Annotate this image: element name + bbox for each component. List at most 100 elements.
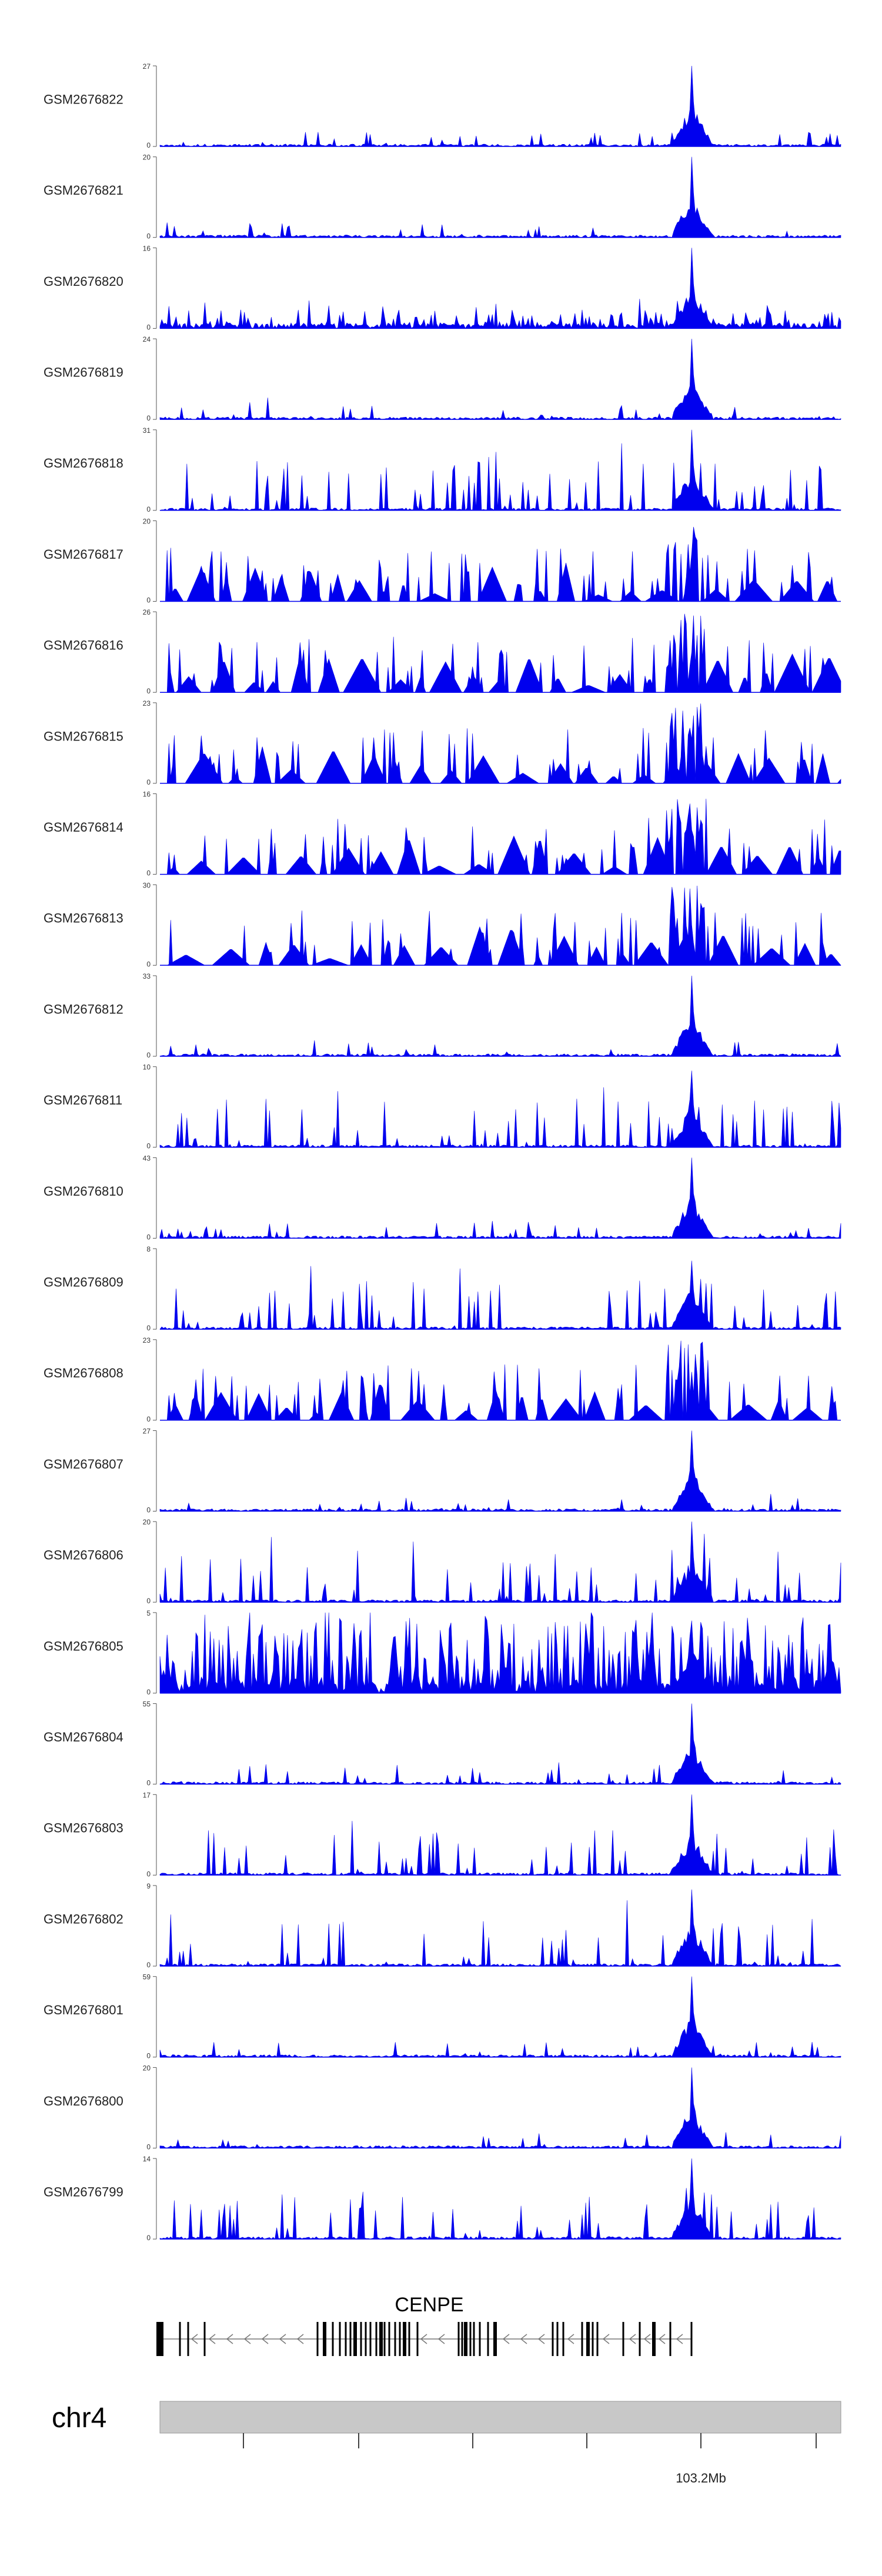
track-ymin-label: 0 bbox=[146, 1506, 151, 1514]
signal-tracks: GSM2676822270GSM2676821200GSM2676820160G… bbox=[44, 62, 841, 2242]
track-ymin-label: 0 bbox=[146, 2052, 151, 2060]
gene-exon bbox=[622, 2322, 624, 2356]
track-ymin-label: 0 bbox=[146, 869, 151, 877]
signal-area bbox=[159, 2158, 841, 2240]
gene-exon bbox=[690, 2322, 693, 2356]
gene-exon bbox=[383, 2322, 386, 2356]
gene-exon bbox=[408, 2322, 410, 2356]
track-ymax-label: 23 bbox=[143, 1336, 151, 1344]
gene-exon bbox=[379, 2322, 383, 2356]
gene-exon bbox=[156, 2322, 163, 2356]
track-ymin-label: 0 bbox=[146, 687, 151, 695]
track: GSM2676799 14 0 bbox=[44, 2155, 841, 2242]
track-ymin-label: 0 bbox=[146, 1597, 151, 1605]
track-ymin-label: 0 bbox=[146, 596, 151, 605]
strand-arrow bbox=[520, 2334, 527, 2344]
track-label: GSM2676806 bbox=[44, 1548, 123, 1563]
signal-area bbox=[159, 1070, 841, 1148]
signal-area bbox=[159, 1612, 841, 1694]
strand-arrow bbox=[191, 2334, 198, 2344]
track-ymax-label: 59 bbox=[143, 1973, 151, 1981]
track: GSM2676802 9 0 bbox=[44, 1882, 841, 1969]
signal-area bbox=[159, 429, 841, 511]
track: GSM2676820 16 0 bbox=[44, 244, 841, 331]
track-ymin-label: 0 bbox=[146, 1688, 151, 1696]
gene-exon bbox=[345, 2322, 347, 2356]
signal-area bbox=[159, 1703, 841, 1785]
signal-area bbox=[159, 156, 841, 238]
strand-arrow bbox=[296, 2334, 304, 2344]
signal-area bbox=[159, 975, 841, 1057]
gene-exon bbox=[388, 2322, 390, 2356]
track: GSM2676810 43 0 bbox=[44, 1154, 841, 1241]
track-label: GSM2676810 bbox=[44, 1184, 123, 1199]
gene-exon bbox=[493, 2322, 497, 2356]
gene-model bbox=[156, 2322, 693, 2356]
track-ymin-label: 0 bbox=[146, 1324, 151, 1332]
track-ymax-label: 17 bbox=[143, 1791, 151, 1799]
track-label: GSM2676822 bbox=[44, 92, 123, 106]
track-ymax-label: 8 bbox=[146, 1245, 151, 1253]
axis-tick-label: 103.2Mb bbox=[676, 2471, 726, 2485]
signal-area bbox=[159, 65, 841, 147]
gene-exon bbox=[369, 2322, 372, 2356]
gene-exon bbox=[323, 2322, 326, 2356]
strand-arrow bbox=[261, 2334, 269, 2344]
track-ymin-label: 0 bbox=[146, 1051, 151, 1059]
strand-arrow bbox=[243, 2334, 251, 2344]
track-ymin-label: 0 bbox=[146, 505, 151, 513]
track-label: GSM2676821 bbox=[44, 183, 123, 198]
track-label: GSM2676814 bbox=[44, 820, 123, 835]
track-ymin-label: 0 bbox=[146, 414, 151, 422]
gene-exon bbox=[179, 2322, 181, 2356]
track-ymin-label: 0 bbox=[146, 1415, 151, 1423]
track-ymax-label: 27 bbox=[143, 62, 151, 71]
gene-exon bbox=[353, 2322, 357, 2356]
track-ymin-label: 0 bbox=[146, 141, 151, 149]
strand-arrow bbox=[208, 2334, 216, 2344]
track-label: GSM2676809 bbox=[44, 1274, 123, 1289]
track-ymax-label: 16 bbox=[143, 244, 151, 252]
track-label: GSM2676803 bbox=[44, 1821, 123, 1836]
track-ymin-label: 0 bbox=[146, 323, 151, 331]
gene-exon bbox=[403, 2322, 406, 2356]
gene-exon bbox=[469, 2322, 472, 2356]
track-ymax-label: 16 bbox=[143, 790, 151, 799]
track: GSM2676811 10 0 bbox=[44, 1063, 841, 1150]
track-ymax-label: 9 bbox=[146, 1882, 151, 1890]
track-ymax-label: 20 bbox=[143, 518, 151, 526]
signal-area bbox=[160, 613, 841, 693]
signal-area bbox=[159, 1157, 841, 1239]
ideogram-band bbox=[159, 2401, 841, 2434]
track: GSM2676812 33 0 bbox=[44, 972, 841, 1059]
signal-area bbox=[160, 885, 841, 966]
signal-area bbox=[159, 248, 841, 329]
gene-exon bbox=[316, 2322, 319, 2356]
gene-exon bbox=[652, 2322, 656, 2356]
strand-arrow bbox=[420, 2334, 427, 2344]
signal-area bbox=[159, 339, 841, 420]
track-ymin-label: 0 bbox=[146, 1142, 151, 1150]
gene-exon bbox=[552, 2322, 554, 2356]
track-label: GSM2676799 bbox=[44, 2184, 123, 2199]
track-label: GSM2676808 bbox=[44, 1366, 123, 1380]
gene-exon bbox=[639, 2322, 641, 2356]
track-label: GSM2676813 bbox=[44, 911, 123, 926]
gene-exon bbox=[562, 2322, 564, 2356]
gene-exon bbox=[487, 2322, 489, 2356]
gene-exon bbox=[592, 2322, 594, 2356]
signal-area bbox=[160, 1340, 841, 1421]
track-ymin-label: 0 bbox=[146, 960, 151, 968]
strand-arrow bbox=[502, 2334, 510, 2344]
track: GSM2676822 27 0 bbox=[44, 62, 841, 149]
track-ymax-label: 14 bbox=[143, 2155, 151, 2163]
track-ymax-label: 55 bbox=[143, 1700, 151, 1709]
track-label: GSM2676815 bbox=[44, 729, 123, 743]
gene-exon bbox=[586, 2322, 590, 2356]
track-label: GSM2676817 bbox=[44, 547, 123, 562]
track: GSM2676800 20 0 bbox=[44, 2064, 841, 2151]
strand-arrow bbox=[643, 2334, 651, 2344]
track: GSM2676814 16 0 bbox=[44, 790, 841, 877]
gene-exon bbox=[596, 2322, 599, 2356]
